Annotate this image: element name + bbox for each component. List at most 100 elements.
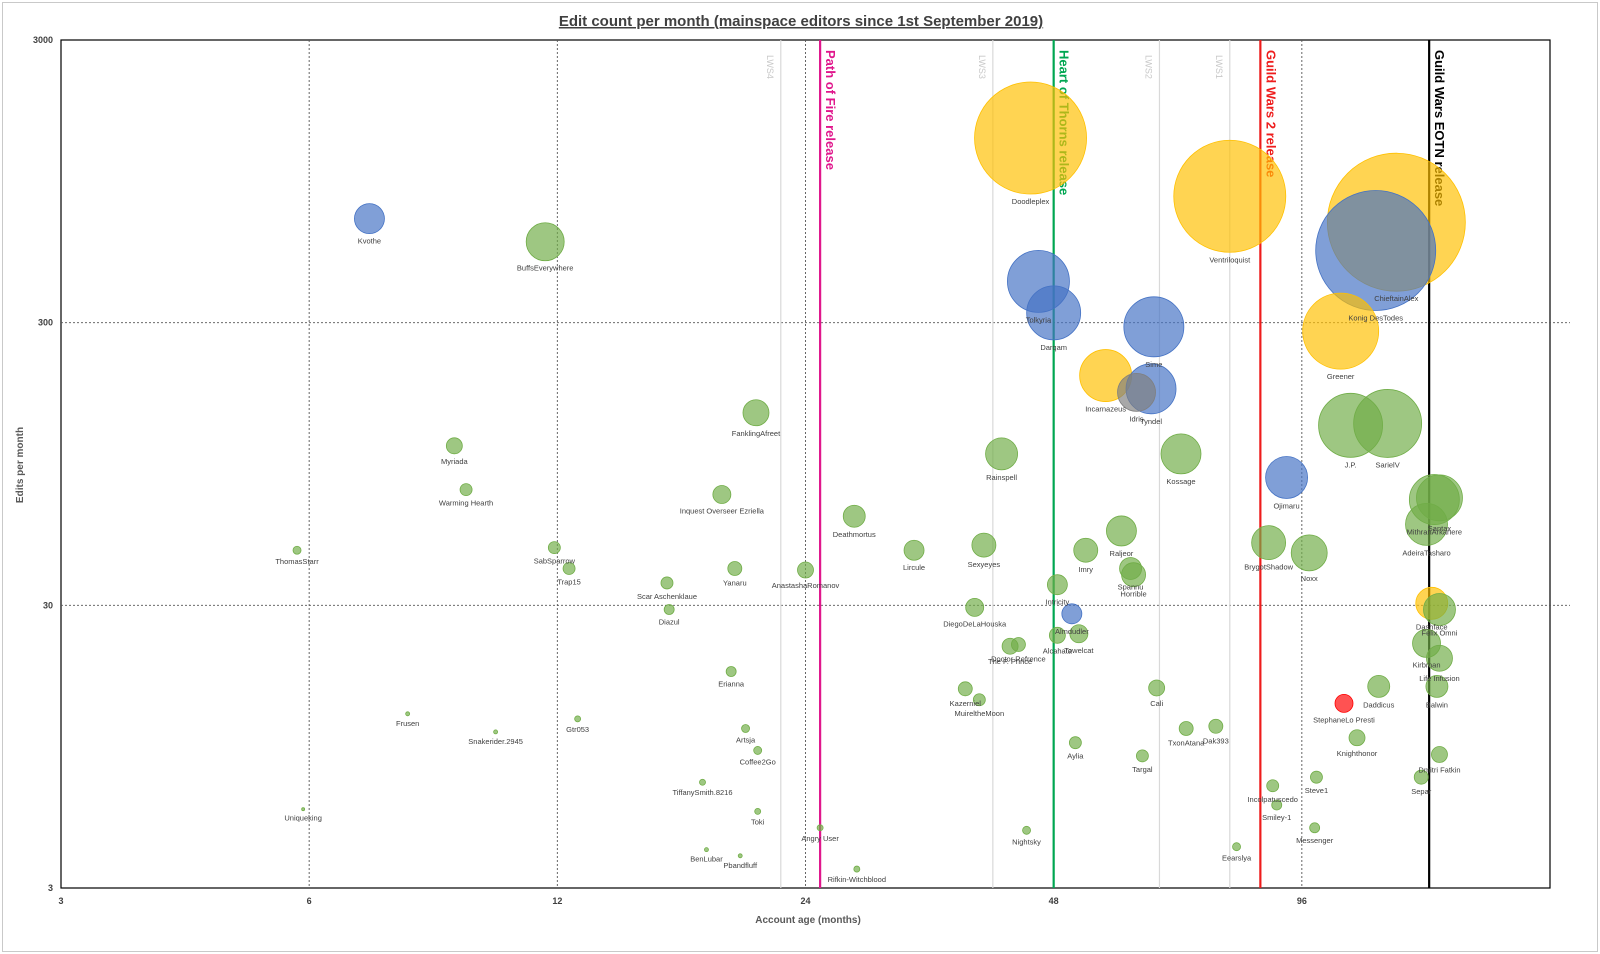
bubble-label: Rainspell [986,473,1017,482]
bubble [1266,779,1280,793]
y-tick-label: 300 [38,318,53,328]
bubble [562,562,576,575]
bubble [754,807,762,815]
bubble-label: Cali [1150,699,1163,708]
bubble [1251,525,1287,561]
bubble [354,203,385,235]
bubble [1348,729,1366,747]
release-label: Path of Fire release [823,50,838,170]
bubble [1367,674,1391,698]
bubble-label: Artsja [736,735,756,744]
bubble [974,81,1087,195]
bubble-label: Dashface [1416,622,1448,631]
bubble [1119,557,1142,580]
bubble [1135,749,1149,763]
bubble-label: BuffsEverywhere [517,264,574,273]
bubble [971,532,997,558]
bubble-layer [292,81,1466,873]
bubble-label: Warming Hearth [439,499,493,508]
bubble-label: ChieftainAlex [1374,294,1418,303]
bubble-label: BrygotShadow [1244,563,1293,572]
bubble [663,604,675,615]
x-tick-label: 96 [1297,896,1307,906]
bubble [525,222,565,262]
bubble [972,693,986,707]
bubble-label: Uniqueking [284,814,322,823]
bubble-label: Separ [1411,787,1432,796]
bubble-label: Dmitri Fatkin [1418,766,1460,775]
bubble [1431,746,1448,763]
bubble-label: Alcahata [1043,646,1073,655]
bubble-label: Doctor Refrence [991,655,1046,664]
bubble [547,541,561,555]
bubble [459,483,473,497]
tick-layer: 3 6 12 24 48 96 3 30 300 3000 [33,35,1307,906]
bubble-label: Rifkin-Witchblood [828,875,886,884]
bubble-label: Life Infusion [1419,674,1459,683]
bubble-label: J.P. [1345,460,1357,469]
bubble [797,561,814,579]
bubble-label: Dak393 [1203,736,1229,745]
bubble-label: Messenger [1296,836,1334,845]
bubble-label: Noxx [1301,574,1318,583]
bubble [725,666,737,677]
x-tick-label: 6 [307,896,312,906]
bubble [1405,503,1448,546]
bubble [405,711,411,717]
x-tick-label: 24 [800,896,810,906]
bubble-label: Incolpatuscedo [1247,795,1297,804]
bubble-label: Horrible [1120,590,1146,599]
bubble [1022,825,1031,835]
bubble [712,485,732,504]
bubble [985,437,1018,471]
bubble-label: Spannu [1118,582,1144,591]
bubble-label: Myriada [441,457,469,466]
bubble [574,715,582,723]
bubble [753,746,763,755]
bubble-label: Eearslya [1222,854,1252,863]
bubble [1173,139,1287,253]
bubble-label: MuireltheMoon [955,709,1005,718]
bubble [1232,842,1241,852]
bubble [965,597,985,617]
bubble-label: Trap15 [557,577,581,586]
x-tick-label: 12 [552,896,562,906]
bubble-label: Kossage [1166,477,1195,486]
bubble [1334,693,1354,713]
bubble-label: Targal [1132,765,1153,774]
bubble [1271,799,1283,811]
release-label: Guild Wars 2 release [1263,50,1278,177]
bubble [842,504,866,528]
bubble-label: Kirbman [1413,660,1441,669]
bubble-label: SarielV [1376,460,1400,469]
bubble-chart: Edit count per month (mainspace editors … [15,13,1570,926]
bubble-label: TxonAtana [1168,738,1205,747]
bubble-label: Deathmortus [833,530,876,539]
bubble-label: Tolkyria [1026,315,1052,324]
bubble-label: Idris [1129,414,1143,423]
bubble [1061,603,1083,625]
bubble-label: Felix Omni [1422,628,1458,637]
bubble-label: Pbandfluff [723,861,758,870]
x-axis-label: Account age (months) [755,915,861,926]
bubble [1425,674,1449,698]
bubble [853,865,861,873]
bubble [1310,770,1323,784]
bubble [1011,637,1026,652]
bubble-label: Intricity [1045,598,1069,607]
bubble [1106,515,1137,547]
bubble [1048,626,1066,644]
bubble-label: AdeiraTasharo [1402,548,1450,557]
bubble-label: FanklingAfreet [732,429,781,438]
bubble [1318,392,1383,458]
bubble [1073,537,1099,563]
bubble-label: Inquest Overseer Ezriella [680,506,765,515]
bubble-label: Sexyeyes [968,560,1001,569]
bubble-label: Yanaru [723,578,747,587]
bubble [1208,718,1224,734]
bubble [737,853,743,859]
bubble [903,539,925,561]
bubble-label: Coffee2Go [740,757,776,766]
bubble-label: The F. Prince [988,657,1032,666]
